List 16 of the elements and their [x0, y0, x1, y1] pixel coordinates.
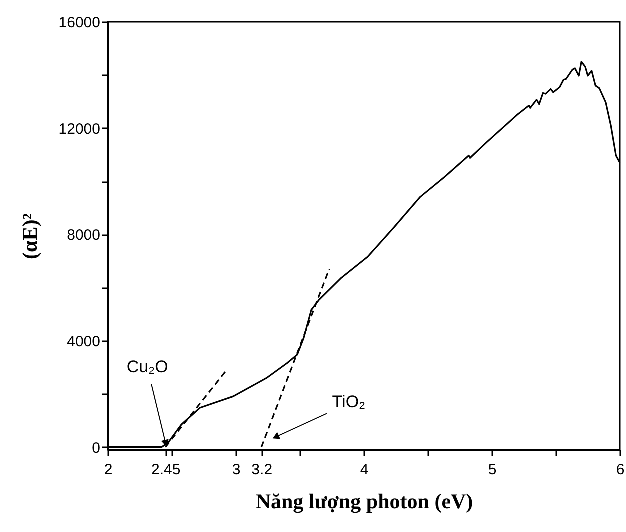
- y-tick-label: 0: [92, 440, 100, 457]
- x-tick-label: 6: [616, 462, 625, 478]
- annotation: Cu₂O: [126, 357, 168, 376]
- annotation: TiO₂: [332, 392, 366, 412]
- y-tick-label: 8000: [67, 227, 100, 244]
- y-tick-label: 4000: [67, 334, 100, 351]
- y-tick-label: 12000: [58, 120, 100, 138]
- x-tick-label: 2: [104, 462, 113, 478]
- y-tick-label: 16000: [58, 14, 100, 32]
- x-axis-title: Năng lượng photon (eV): [256, 490, 474, 514]
- x-tick-label: 5: [488, 462, 497, 478]
- x-tick-label: 3.2: [252, 462, 273, 478]
- x-tick-label: 2.45: [152, 462, 181, 478]
- y-axis-title: (αE)²: [18, 213, 42, 260]
- x-tick-label: 3: [232, 462, 241, 478]
- x-tick-label: 4: [360, 462, 369, 478]
